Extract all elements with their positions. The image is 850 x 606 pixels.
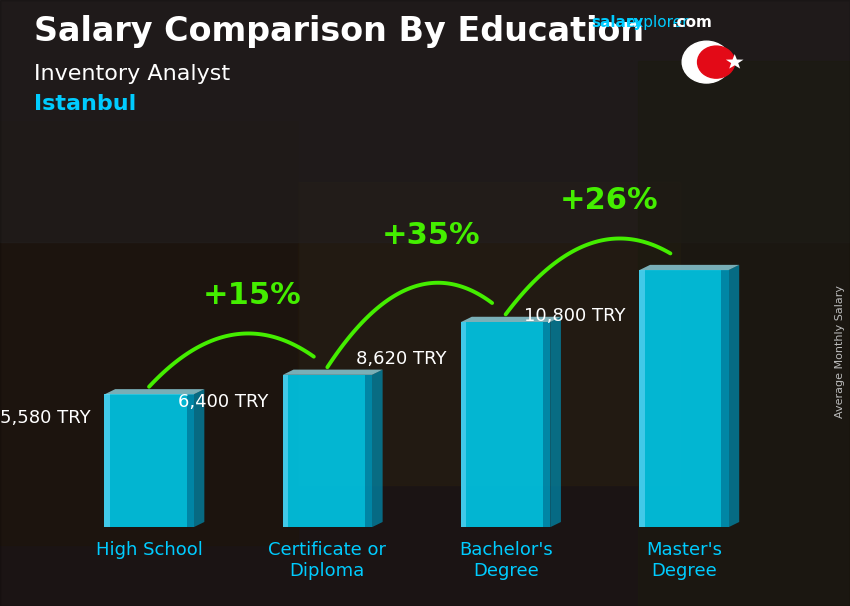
Text: 6,400 TRY: 6,400 TRY xyxy=(178,393,269,411)
Text: +35%: +35% xyxy=(382,221,480,250)
Polygon shape xyxy=(105,389,204,395)
Polygon shape xyxy=(639,265,740,270)
Text: 10,800 TRY: 10,800 TRY xyxy=(524,307,625,325)
FancyBboxPatch shape xyxy=(543,322,550,527)
Circle shape xyxy=(683,41,731,83)
Text: +26%: +26% xyxy=(560,186,659,215)
Polygon shape xyxy=(283,370,382,375)
FancyBboxPatch shape xyxy=(639,270,728,527)
Bar xyxy=(638,61,850,606)
Text: +15%: +15% xyxy=(203,281,302,310)
Bar xyxy=(0,121,298,545)
FancyBboxPatch shape xyxy=(461,322,467,527)
FancyBboxPatch shape xyxy=(283,375,372,527)
Polygon shape xyxy=(461,317,561,322)
Bar xyxy=(298,182,680,485)
FancyBboxPatch shape xyxy=(639,270,644,527)
Text: explorer: explorer xyxy=(625,15,688,30)
FancyBboxPatch shape xyxy=(283,375,288,527)
Polygon shape xyxy=(728,265,739,527)
Text: 5,580 TRY: 5,580 TRY xyxy=(0,409,90,427)
FancyBboxPatch shape xyxy=(105,395,110,527)
Polygon shape xyxy=(726,54,744,68)
Text: Inventory Analyst: Inventory Analyst xyxy=(34,64,230,84)
FancyBboxPatch shape xyxy=(461,322,550,527)
Text: 8,620 TRY: 8,620 TRY xyxy=(356,350,447,368)
FancyBboxPatch shape xyxy=(722,270,728,527)
Text: salary: salary xyxy=(591,15,643,30)
FancyBboxPatch shape xyxy=(365,375,372,527)
Polygon shape xyxy=(194,389,204,527)
Circle shape xyxy=(698,46,734,78)
Text: Average Monthly Salary: Average Monthly Salary xyxy=(835,285,845,418)
Text: Salary Comparison By Education: Salary Comparison By Education xyxy=(34,15,644,48)
Polygon shape xyxy=(372,370,382,527)
FancyBboxPatch shape xyxy=(186,395,194,527)
Text: .com: .com xyxy=(672,15,712,30)
FancyBboxPatch shape xyxy=(105,395,194,527)
Text: Istanbul: Istanbul xyxy=(34,94,136,114)
Polygon shape xyxy=(550,317,561,527)
Bar xyxy=(0,0,850,242)
